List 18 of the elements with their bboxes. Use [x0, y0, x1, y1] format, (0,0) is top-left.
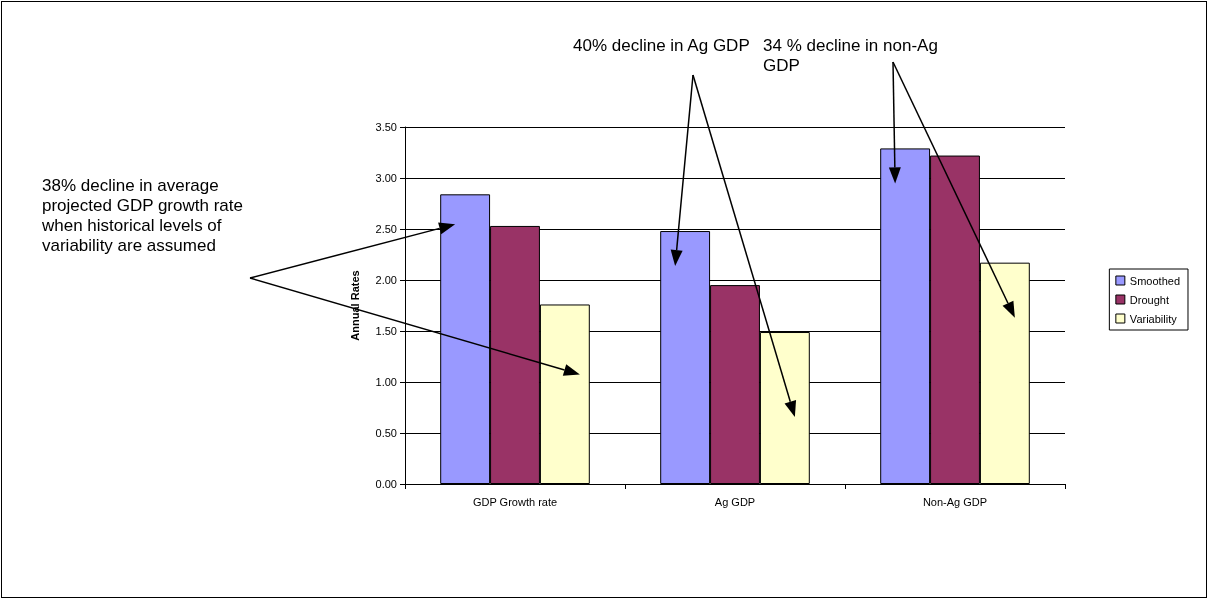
- text: 38% decline in average projected GDP growth rate when historical levels of variability are assumed: [42, 176, 244, 256]
- y-tick-label: 2.50: [375, 223, 397, 235]
- y-tick-label: 1.50: [375, 325, 397, 337]
- y-axis-title: Annual Rates: [348, 270, 361, 341]
- legend-label: Drought: [1129, 293, 1169, 306]
- legend-label: Variability: [1129, 312, 1178, 325]
- y-tick-label: 2.00: [375, 274, 397, 286]
- y-tick-label: 3.00: [375, 172, 397, 184]
- text: 40% decline in Ag GDP: [573, 36, 751, 56]
- text: 34 % decline in non-Ag GDP: [763, 36, 938, 76]
- x-tick-label: GDP Growth rate: [472, 495, 558, 508]
- y-tick-label: 0.00: [375, 478, 397, 490]
- y-tick-label: 1.00: [375, 376, 397, 388]
- x-tick-label: Non-Ag GDP: [922, 495, 988, 508]
- y-tick-label: 3.50: [375, 121, 397, 133]
- x-tick-label: Ag GDP: [714, 495, 756, 508]
- legend-label: Smoothed: [1129, 274, 1181, 287]
- y-tick-label: 0.50: [375, 427, 397, 439]
